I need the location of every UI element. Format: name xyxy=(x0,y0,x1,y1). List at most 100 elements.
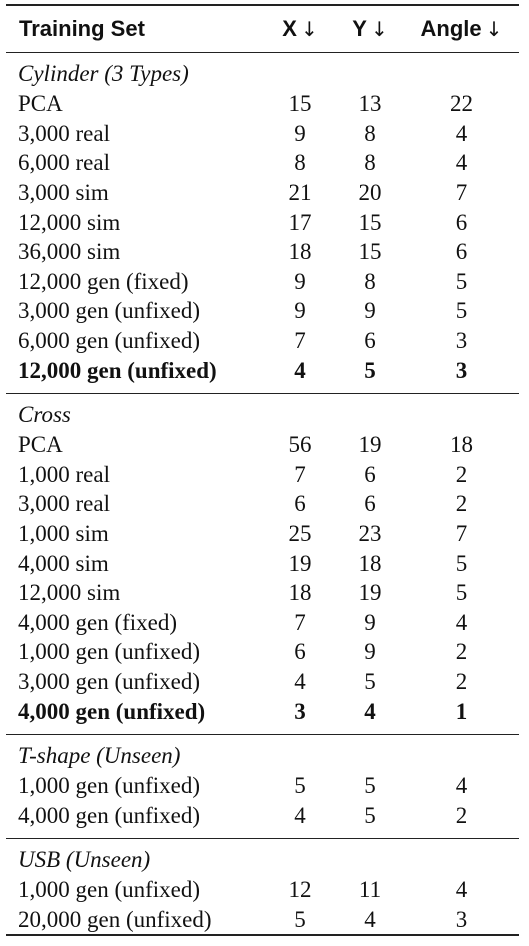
angle-error-cell: 7 xyxy=(455,180,468,206)
x-error-cell: 3 xyxy=(294,698,306,724)
section-gap xyxy=(6,830,519,838)
y-error-cell: 18 xyxy=(358,550,382,576)
section-gap xyxy=(6,385,519,393)
table-row: 3,000 gen (unfixed) 9 9 5 xyxy=(6,296,519,326)
y-error-cell: 9 xyxy=(364,639,376,665)
table-row: 6,000 gen (unfixed) 7 6 3 xyxy=(6,326,519,356)
y-error-cell: 5 xyxy=(364,802,376,828)
training-set-cell: 4,000 gen (unfixed) xyxy=(18,802,201,828)
training-set-cell: 3,000 real xyxy=(18,491,110,517)
down-arrow-icon: ↓ xyxy=(370,17,388,41)
table-row: 36,000 sim 18 15 6 xyxy=(6,237,519,267)
x-error-cell: 5 xyxy=(294,773,306,799)
x-error-cell: 15 xyxy=(288,91,312,117)
y-error-cell: 6 xyxy=(364,461,376,487)
table-row: 4,000 gen (fixed) 7 9 4 xyxy=(6,608,519,638)
header-training-set: Training Set xyxy=(19,16,145,41)
training-set-cell: 12,000 gen (fixed) xyxy=(18,268,189,294)
angle-error-cell: 5 xyxy=(455,298,468,324)
y-error-cell: 8 xyxy=(364,150,376,176)
section-title-label: T-shape (Unseen) xyxy=(18,742,181,768)
x-error-cell: 4 xyxy=(294,357,306,383)
angle-error-cell: 5 xyxy=(455,580,468,606)
angle-error-cell: 5 xyxy=(455,550,468,576)
training-set-cell: 1,000 gen (unfixed) xyxy=(18,773,201,799)
section-gap xyxy=(6,726,519,734)
section-title-label: Cross xyxy=(18,401,71,427)
angle-error-cell: 4 xyxy=(455,120,468,146)
x-error-cell: 19 xyxy=(288,550,312,576)
angle-error-cell: 2 xyxy=(455,639,468,665)
angle-error-cell: 18 xyxy=(450,432,473,458)
y-error-cell: 20 xyxy=(358,180,382,206)
training-set-cell: 3,000 gen (unfixed) xyxy=(18,668,201,694)
section-title: T-shape (Unseen) xyxy=(6,740,519,771)
section-title: Cross xyxy=(6,399,519,430)
x-error-cell: 21 xyxy=(288,180,312,206)
training-set-cell: 3,000 sim xyxy=(18,180,109,206)
section-rule xyxy=(6,392,519,394)
header-row: Training Set X ↓ Y ↓ Angle ↓ xyxy=(6,6,519,52)
header-rule xyxy=(6,52,519,53)
angle-error-cell: 2 xyxy=(455,668,468,694)
bottom-rule xyxy=(6,934,519,937)
training-set-cell: 1,000 gen (unfixed) xyxy=(18,877,201,903)
y-error-cell: 5 xyxy=(364,357,376,383)
angle-error-cell: 5 xyxy=(455,268,468,294)
table-row: 3,000 sim 21 20 7 xyxy=(6,178,519,208)
training-set-cell: 6,000 gen (unfixed) xyxy=(18,328,201,354)
table-body: Cylinder (3 Types) PCA 15 13 22 3,000 real 9 8 4… xyxy=(6,53,519,934)
training-set-cell: 1,000 sim xyxy=(18,521,109,547)
section-title-label: USB (Unseen) xyxy=(18,847,151,873)
header-x: X ↓ xyxy=(264,18,336,40)
table-row: 12,000 gen (fixed) 9 8 5 xyxy=(6,267,519,297)
angle-error-cell: 3 xyxy=(455,328,468,354)
y-error-cell: 8 xyxy=(364,268,376,294)
angle-error-cell: 4 xyxy=(455,877,468,903)
section-rule xyxy=(6,838,519,840)
x-error-cell: 8 xyxy=(294,150,306,176)
angle-error-cell: 3 xyxy=(455,906,468,932)
header-y-label: Y xyxy=(352,16,367,41)
y-error-cell: 19 xyxy=(358,580,382,606)
table-row: 12,000 sim 17 15 6 xyxy=(6,207,519,237)
x-error-cell: 5 xyxy=(294,906,306,932)
angle-error-cell: 6 xyxy=(455,209,468,235)
header-y: Y ↓ xyxy=(336,18,404,40)
table-row: 4,000 gen (unfixed) 4 5 2 xyxy=(6,800,519,830)
table-row: 4,000 sim 19 18 5 xyxy=(6,548,519,578)
x-error-cell: 9 xyxy=(294,268,306,294)
x-error-cell: 17 xyxy=(288,209,312,235)
y-error-cell: 11 xyxy=(358,877,382,903)
x-error-cell: 7 xyxy=(294,328,306,354)
table-row: 1,000 gen (unfixed) 6 9 2 xyxy=(6,637,519,667)
table-row: 20,000 gen (unfixed) 5 4 3 xyxy=(6,905,519,935)
section-title: USB (Unseen) xyxy=(6,844,519,875)
section-title: Cylinder (3 Types) xyxy=(6,58,519,89)
training-set-cell: 12,000 gen (unfixed) xyxy=(18,357,217,383)
training-set-cell: 12,000 sim xyxy=(18,580,121,606)
x-error-cell: 6 xyxy=(294,491,306,517)
table-row: 4,000 gen (unfixed) 3 4 1 xyxy=(6,696,519,726)
angle-error-cell: 6 xyxy=(455,239,468,265)
training-set-cell: 12,000 sim xyxy=(18,209,121,235)
x-error-cell: 25 xyxy=(288,521,312,547)
training-set-cell: PCA xyxy=(18,432,63,458)
angle-error-cell: 7 xyxy=(455,521,468,547)
training-set-cell: 1,000 real xyxy=(18,461,110,487)
angle-error-cell: 2 xyxy=(455,461,468,487)
results-table: Training Set X ↓ Y ↓ Angle ↓ Cylinder (3 Ty… xyxy=(6,4,519,937)
training-set-cell: 4,000 gen (fixed) xyxy=(18,609,178,635)
y-error-cell: 4 xyxy=(364,698,376,724)
x-error-cell: 7 xyxy=(294,461,306,487)
angle-error-cell: 2 xyxy=(455,491,468,517)
x-error-cell: 7 xyxy=(294,609,306,635)
y-error-cell: 6 xyxy=(364,491,376,517)
x-error-cell: 9 xyxy=(294,298,306,324)
table-row: PCA 15 13 22 xyxy=(6,89,519,119)
y-error-cell: 15 xyxy=(358,239,382,265)
table-row: 12,000 gen (unfixed) 4 5 3 xyxy=(6,355,519,385)
top-rule xyxy=(6,4,519,6)
training-set-cell: 4,000 sim xyxy=(18,550,109,576)
angle-error-cell: 4 xyxy=(455,609,468,635)
